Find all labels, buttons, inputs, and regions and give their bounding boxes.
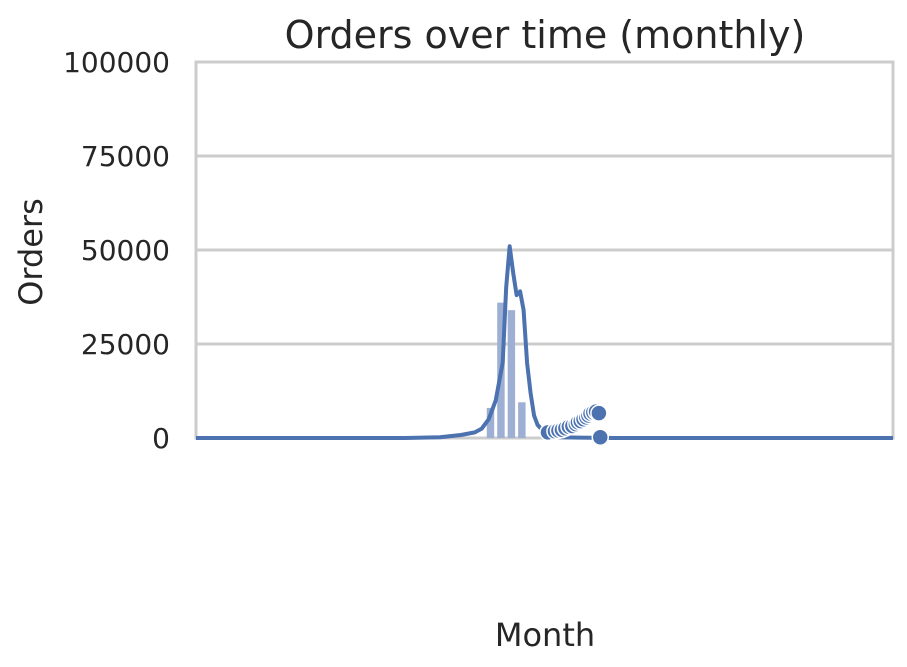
y-tick-label: 0 (152, 422, 170, 455)
y-tick-label: 25000 (81, 328, 170, 361)
scatter-point (591, 428, 610, 446)
y-axis-label: Orders (12, 198, 50, 306)
bar (518, 402, 526, 438)
y-tick-label: 100000 (63, 46, 170, 79)
chart-title: Orders over time (monthly) (285, 13, 806, 57)
series-line (196, 244, 893, 440)
plot-area: 0 25000 50000 75000 100000 (63, 46, 895, 455)
bar (486, 407, 495, 438)
y-tick-label: 50000 (81, 234, 170, 267)
bar (507, 310, 516, 438)
scatter-point (590, 404, 608, 422)
y-tick-label: 75000 (81, 140, 170, 173)
x-axis-label: Month (495, 616, 595, 654)
